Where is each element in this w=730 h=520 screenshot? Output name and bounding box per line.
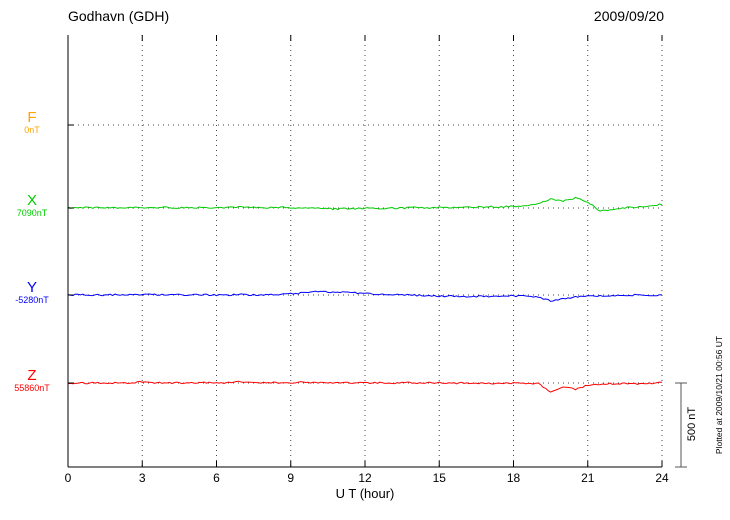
scale-bar-label: 500 nT bbox=[686, 406, 698, 442]
observation-date: 2009/09/20 bbox=[593, 8, 664, 24]
x-axis-label: U T (hour) bbox=[335, 486, 395, 501]
plotted-at-note: Plotted at 2009/10/21 00:56 UT bbox=[714, 335, 724, 455]
station-title: Godhavn (GDH) bbox=[68, 8, 170, 24]
